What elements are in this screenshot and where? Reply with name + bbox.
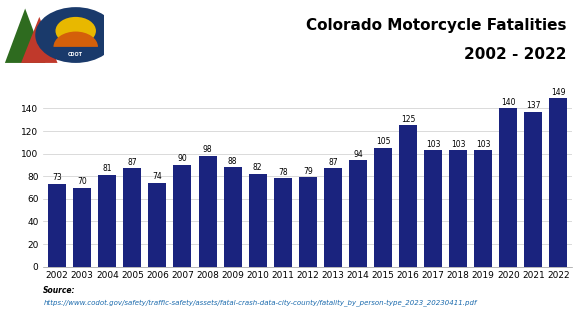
Bar [449,150,467,267]
Text: 125: 125 [401,115,415,124]
Bar [550,98,568,267]
Bar [198,156,217,267]
Text: 103: 103 [476,140,491,148]
Bar [149,183,166,267]
Text: https://www.codot.gov/safety/traffic-safety/assets/fatal-crash-data-city-county/: https://www.codot.gov/safety/traffic-saf… [43,299,477,306]
Text: 137: 137 [526,101,540,110]
Bar [374,148,392,267]
Polygon shape [5,8,45,63]
Bar [299,177,317,267]
Bar [48,184,66,267]
Text: 78: 78 [278,168,287,177]
Text: 103: 103 [426,140,440,148]
Text: Source:: Source: [43,286,76,295]
Bar [73,188,91,267]
Text: 82: 82 [253,163,262,172]
Text: 74: 74 [153,172,162,181]
Bar [399,126,417,267]
Wedge shape [53,32,98,47]
Text: 105: 105 [376,137,390,146]
Text: 98: 98 [203,145,212,154]
Bar [274,179,292,267]
Text: 79: 79 [303,167,313,176]
Bar [524,112,542,267]
Polygon shape [21,17,58,63]
Bar [424,150,442,267]
Text: 103: 103 [451,140,465,148]
Bar [474,150,492,267]
Text: 90: 90 [177,154,187,163]
Text: 87: 87 [128,157,137,167]
Text: 73: 73 [52,174,62,183]
Bar [249,174,266,267]
Bar [173,165,191,267]
Text: 87: 87 [328,157,338,167]
Text: 140: 140 [501,98,516,107]
Text: 70: 70 [77,177,87,186]
Bar [499,108,517,267]
Circle shape [35,7,116,63]
Circle shape [55,17,96,45]
Bar [98,175,116,267]
Bar [349,160,367,267]
Bar [324,168,342,267]
Text: 2002 - 2022: 2002 - 2022 [464,47,566,62]
Legend: Motorcycle Fatalities: Motorcycle Fatalities [250,307,366,310]
Text: 94: 94 [353,150,363,159]
Text: 88: 88 [228,157,238,166]
Text: 81: 81 [102,164,112,173]
Bar [224,167,242,267]
Text: CDOT: CDOT [68,52,83,57]
Bar [123,168,142,267]
Text: 149: 149 [551,88,566,97]
Text: Colorado Motorcycle Fatalities: Colorado Motorcycle Fatalities [306,18,566,33]
